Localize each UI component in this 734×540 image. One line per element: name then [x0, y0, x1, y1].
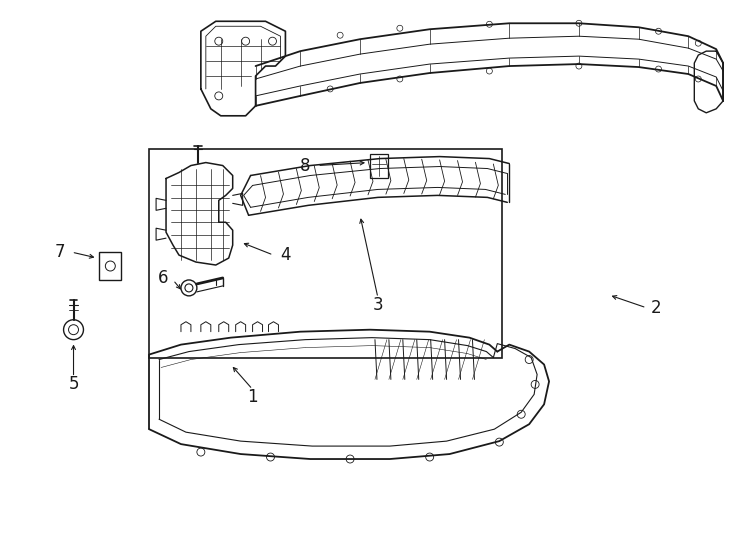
- Text: 5: 5: [68, 375, 79, 394]
- Text: 2: 2: [651, 299, 662, 317]
- Text: 4: 4: [280, 246, 291, 264]
- Bar: [99, 252, 121, 280]
- Text: 6: 6: [158, 269, 168, 287]
- Text: 7: 7: [54, 243, 65, 261]
- Bar: [370, 153, 388, 179]
- Bar: [149, 148, 502, 357]
- Text: 3: 3: [373, 296, 383, 314]
- Text: 1: 1: [247, 388, 258, 406]
- Text: 8: 8: [300, 157, 310, 174]
